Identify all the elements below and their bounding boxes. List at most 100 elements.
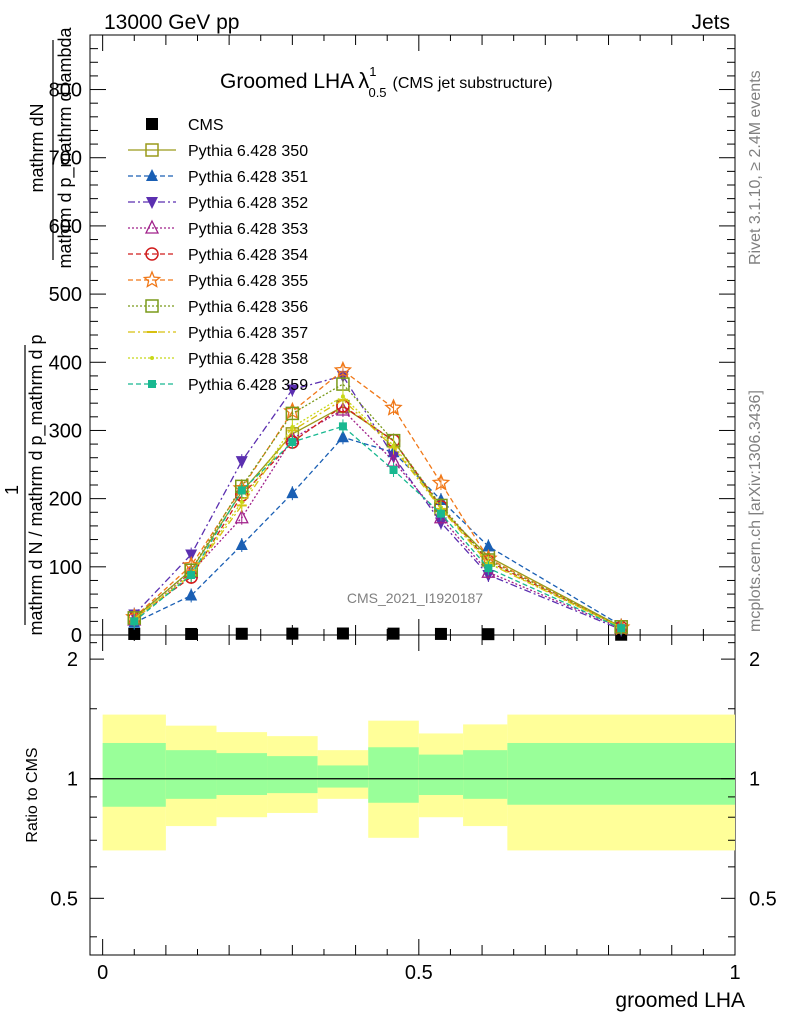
legend: CMS Pythia 6.428 350 Pythia 6.428 351 Pythi…: [128, 117, 308, 394]
legend-marker: [150, 356, 154, 360]
data-point: [338, 422, 347, 431]
legend-entry: Pythia 6.428 354: [128, 247, 308, 264]
data-point: [288, 438, 297, 447]
legend-label: Pythia 6.428 357: [188, 325, 308, 342]
legend-entry: Pythia 6.428 358: [128, 351, 308, 368]
series-0: [128, 627, 628, 641]
chart-title-sub: 0.5: [368, 85, 386, 100]
legend-marker: [142, 270, 162, 288]
main-ytick-label: 0: [71, 625, 82, 647]
legend-label: Pythia 6.428 353: [188, 221, 308, 238]
data-point: [234, 509, 249, 524]
header-left: 13000 GeV pp: [104, 11, 239, 34]
main-ytick-label: 800: [49, 80, 82, 102]
data-point: [286, 384, 299, 397]
legend-marker: [146, 118, 158, 130]
legend-marker: [144, 219, 160, 234]
series-line: [133, 369, 622, 629]
ratio-band-inner: [463, 750, 508, 799]
ylabel-prefix-numerator: 1: [2, 485, 22, 495]
data-point: [128, 627, 141, 640]
ylabel-prefix-denominator: mathrm d N / mathrm d p_mathrm d p: [26, 334, 47, 635]
main-ylabel: mathrm dN mathrm d p_mathrm d lambda 1 m…: [2, 26, 76, 635]
data-point: [185, 588, 198, 601]
data-point: [482, 628, 495, 641]
data-point: [336, 627, 349, 640]
header-right: Jets: [691, 11, 730, 34]
main-plot-frame: [89, 34, 736, 636]
ratio-band-inner: [165, 750, 217, 799]
legend-entry: Pythia 6.428 352: [128, 195, 308, 212]
series-line: [133, 425, 622, 629]
data-point: [235, 538, 248, 550]
main-ytick-label: 500: [49, 284, 82, 306]
data-point: [335, 401, 350, 416]
legend-entry: Pythia 6.428 353: [128, 219, 308, 238]
ratio-ytick-label-right: 1: [749, 769, 760, 791]
main-axes: 0 100 200 300 400 500 600 700 800: [49, 48, 735, 647]
chart-title-text: Groomed LHA: [220, 70, 354, 93]
ratio-band-inner: [317, 765, 369, 788]
ratio-axes: 0.5 0.51 12 20 0.5 1: [50, 35, 777, 984]
series-line: [133, 398, 622, 629]
data-point: [484, 564, 493, 573]
main-ytick-label: 200: [49, 489, 82, 511]
xlabel: groomed LHA: [615, 989, 745, 1012]
legend-entry: Pythia 6.428 350: [128, 143, 308, 160]
data-point: [290, 425, 295, 430]
data-point: [235, 627, 248, 640]
ratio-band-inner: [368, 747, 419, 803]
ratio-band-inner: [102, 742, 166, 807]
data-point: [286, 486, 299, 499]
ratio-ytick-label-right: 2: [749, 649, 760, 671]
main-series: [125, 360, 631, 641]
legend-label: Pythia 6.428 352: [188, 195, 308, 212]
series-10: [130, 419, 626, 636]
data-point: [387, 627, 400, 640]
legend-label: Pythia 6.428 351: [188, 169, 308, 186]
ratio-bands: [90, 714, 735, 851]
mcplots-label: mcplots.cern.ch [arXiv:1306.3436]: [747, 390, 764, 632]
data-point: [617, 624, 626, 633]
data-point: [340, 394, 345, 399]
ylabel-denominator: mathrm d p_mathrm d lambda: [55, 26, 76, 268]
legend-marker: [145, 299, 159, 313]
data-point: [431, 473, 451, 491]
chart-title: Groomed LHA λ1 0.5 (CMS jet substructure): [220, 64, 553, 100]
ratio-xtick-label: 0: [97, 962, 108, 984]
data-point: [185, 549, 198, 562]
legend-label: Pythia 6.428 356: [188, 299, 308, 316]
data-point: [482, 539, 495, 552]
ratio-ylabel: Ratio to CMS: [24, 747, 41, 842]
rivet-label: Rivet 3.1.10, ≥ 2.4M events: [747, 70, 764, 265]
chart-title-symbol: λ: [358, 68, 369, 93]
legend-entry: Pythia 6.428 355: [128, 270, 308, 290]
ratio-band-inner: [507, 742, 735, 805]
main-ytick-label: 100: [49, 557, 82, 579]
data-point: [130, 617, 139, 626]
ratio-xtick-label: 1: [729, 962, 740, 984]
legend-marker: [145, 247, 159, 261]
legend-marker: [148, 380, 156, 388]
main-ytick-label: 600: [49, 216, 82, 238]
data-point: [389, 466, 398, 474]
main-ytick-label: 700: [49, 148, 82, 170]
legend-marker: [145, 143, 159, 157]
legend-marker: [146, 197, 158, 209]
data-point: [384, 398, 403, 416]
legend-label: CMS: [188, 117, 224, 134]
data-point: [333, 360, 353, 379]
ratio-ytick-label: 0.5: [50, 888, 78, 910]
data-point: [239, 500, 244, 505]
data-point: [235, 456, 248, 469]
legend-label: Pythia 6.428 354: [188, 247, 308, 264]
data-point: [286, 627, 299, 640]
legend-marker: [146, 169, 158, 181]
ratio-ytick-label-right: 0.5: [749, 888, 777, 910]
data-point: [185, 627, 198, 640]
ratio-xtick-label: 0.5: [405, 962, 433, 984]
legend-label: Pythia 6.428 355: [188, 273, 308, 290]
ylabel-numerator: mathrm dN: [27, 103, 47, 192]
data-point: [391, 443, 396, 448]
